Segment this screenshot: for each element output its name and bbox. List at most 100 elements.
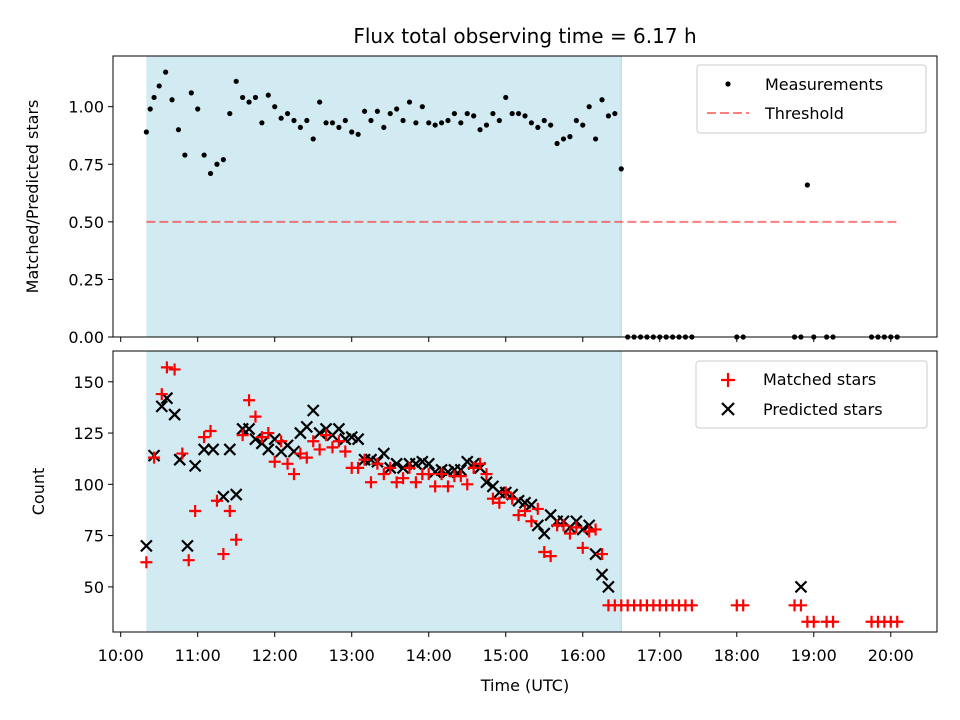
predicted-point: [454, 463, 468, 477]
matched-point: [384, 461, 397, 474]
legend-predicted-label: Predicted stars: [763, 400, 883, 419]
x-tick-label: 16:00: [560, 646, 606, 665]
measurement-point: [503, 94, 509, 101]
measurement-point: [201, 152, 207, 158]
predicted-point: [229, 488, 243, 501]
matched-point: [155, 388, 168, 401]
matched-point: [160, 361, 173, 374]
matched-point: [390, 476, 403, 489]
ratio-y-axis-label: Matched/Predicted stars: [23, 100, 42, 294]
predicted-point: [377, 447, 391, 460]
measurement-point: [586, 104, 592, 110]
matched-point: [589, 523, 602, 536]
measurement-point: [182, 152, 188, 158]
y-tick-label: 75: [84, 527, 104, 546]
measurement-point: [188, 90, 194, 96]
measurement-point: [151, 94, 157, 101]
matched-legend-marker: [721, 373, 735, 387]
measurement-point: [612, 110, 618, 117]
measurement-point: [496, 117, 502, 124]
measurement-point: [310, 136, 316, 142]
x-axis-label: Time (UTC): [480, 676, 569, 695]
matched-point: [474, 457, 487, 470]
predicted-point: [480, 475, 493, 489]
measurement-point: [143, 129, 149, 135]
matched-point: [148, 451, 161, 464]
measurement-point: [381, 124, 387, 131]
measurement-point: [419, 104, 425, 110]
predicted-point: [396, 461, 410, 475]
matched-stars-series: [140, 361, 904, 628]
predicted-point: [168, 408, 181, 421]
measurement-point: [426, 120, 432, 126]
matched-point: [493, 496, 506, 509]
measurement-point: [618, 166, 624, 172]
measurement-point: [304, 117, 310, 124]
matched-point: [807, 615, 820, 628]
matched-point: [326, 441, 339, 454]
matched-point: [467, 461, 480, 474]
measurement-point: [490, 110, 496, 117]
matched-point: [313, 443, 326, 456]
measurement-point: [387, 110, 393, 117]
ratio-legend-box: [696, 64, 927, 134]
matched-point: [486, 492, 499, 505]
measurement-point: [361, 108, 368, 114]
count-legend: Matched stars Predicted stars: [695, 360, 928, 429]
observing-window-shade: [146, 56, 622, 337]
predicted-point: [268, 432, 281, 446]
x-tick-label: 20:00: [868, 646, 914, 665]
measurement-point: [432, 122, 438, 128]
matched-point: [223, 504, 236, 517]
matched-point: [358, 453, 371, 466]
measurement-point: [515, 110, 522, 117]
predicted-stars-series: [140, 391, 808, 594]
measurement-point: [477, 127, 483, 133]
matched-point: [538, 546, 551, 559]
matched-point: [281, 457, 294, 470]
predicted-point: [313, 426, 326, 440]
measurement-point: [195, 106, 201, 112]
predicted-point: [589, 547, 602, 561]
x-tick-label: 17:00: [637, 646, 683, 665]
measurement-point: [560, 136, 567, 142]
predicted-point: [422, 457, 436, 471]
matched-point: [512, 509, 525, 522]
predicted-point: [188, 459, 202, 473]
matched-point: [189, 504, 202, 517]
y-tick-label: 150: [73, 373, 104, 392]
matched-point: [429, 480, 442, 493]
matched-point: [371, 457, 384, 470]
matched-point: [182, 554, 195, 567]
predicted-point: [300, 420, 314, 434]
matched-point: [563, 527, 576, 540]
y-tick-label: 100: [73, 475, 104, 494]
matched-point: [576, 541, 589, 554]
measurement-point: [156, 83, 162, 89]
ratio-panel: 0.00 0.25 0.50 0.75 1.00 Matched/Predicted s…: [23, 55, 938, 347]
predicted-point: [242, 422, 256, 436]
matched-point: [441, 480, 454, 493]
measurement-point: [554, 140, 560, 147]
measurement-point: [246, 99, 252, 105]
measurement-point: [214, 161, 220, 167]
matched-point: [210, 494, 223, 507]
matched-point: [332, 435, 345, 448]
measurement-point: [605, 113, 612, 119]
measurement-point: [342, 117, 348, 124]
measurement-point: [394, 106, 400, 112]
measurement-point: [548, 122, 554, 128]
measurement-point: [599, 97, 605, 103]
matched-point: [268, 455, 281, 468]
matched-point: [519, 504, 531, 517]
measurement-point: [464, 110, 470, 117]
count-legend-box: [695, 360, 928, 429]
measurement-point: [406, 99, 413, 105]
measurement-point: [252, 94, 259, 101]
measurement-point: [374, 108, 380, 114]
predicted-point: [570, 514, 583, 528]
measurement-point: [580, 122, 586, 128]
matched-point: [596, 548, 609, 561]
measurement-point: [291, 117, 297, 124]
matched-point: [499, 486, 512, 499]
